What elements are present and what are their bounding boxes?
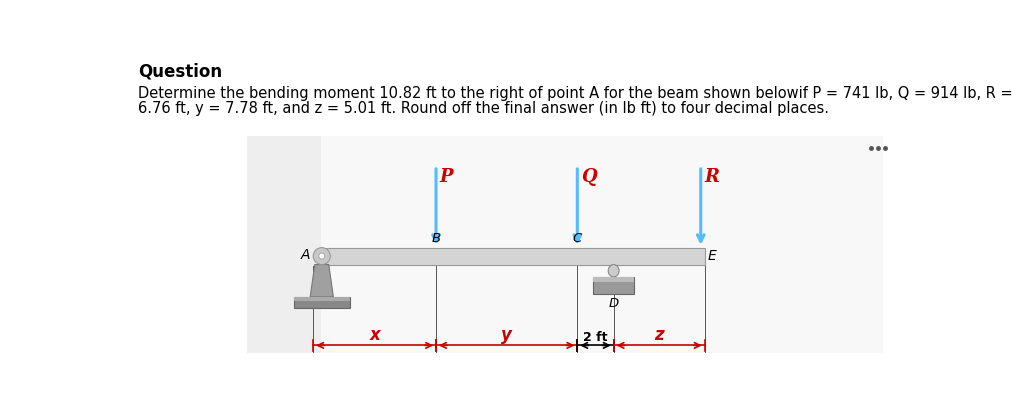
Text: x: x (370, 326, 380, 344)
Polygon shape (310, 264, 334, 297)
Text: R: R (704, 168, 720, 186)
Bar (593, 277, 634, 294)
Text: y: y (501, 326, 512, 344)
Text: D: D (609, 297, 619, 310)
Polygon shape (320, 248, 704, 264)
Text: 6.76 ft, y = 7.78 ft, and z = 5.01 ft. Round off the final answer (in lb ft) to : 6.76 ft, y = 7.78 ft, and z = 5.01 ft. R… (138, 101, 829, 116)
Text: Q: Q (581, 168, 597, 186)
Ellipse shape (608, 264, 619, 277)
Text: Determine the bending moment 10.82 ft to the right of point A for the beam shown: Determine the bending moment 10.82 ft to… (138, 86, 1018, 101)
Bar (294, 297, 349, 301)
Bar (294, 297, 349, 308)
Bar (321, 136, 883, 353)
Text: A: A (300, 248, 310, 262)
Bar (593, 277, 634, 282)
Text: B: B (432, 232, 441, 245)
Text: z: z (655, 326, 664, 344)
Circle shape (314, 248, 330, 264)
Text: C: C (573, 232, 582, 245)
Text: P: P (440, 168, 453, 186)
Text: 2 ft: 2 ft (583, 331, 608, 344)
Bar (247, 136, 883, 353)
Text: E: E (708, 249, 717, 263)
Text: Question: Question (138, 63, 222, 81)
Circle shape (319, 253, 325, 259)
